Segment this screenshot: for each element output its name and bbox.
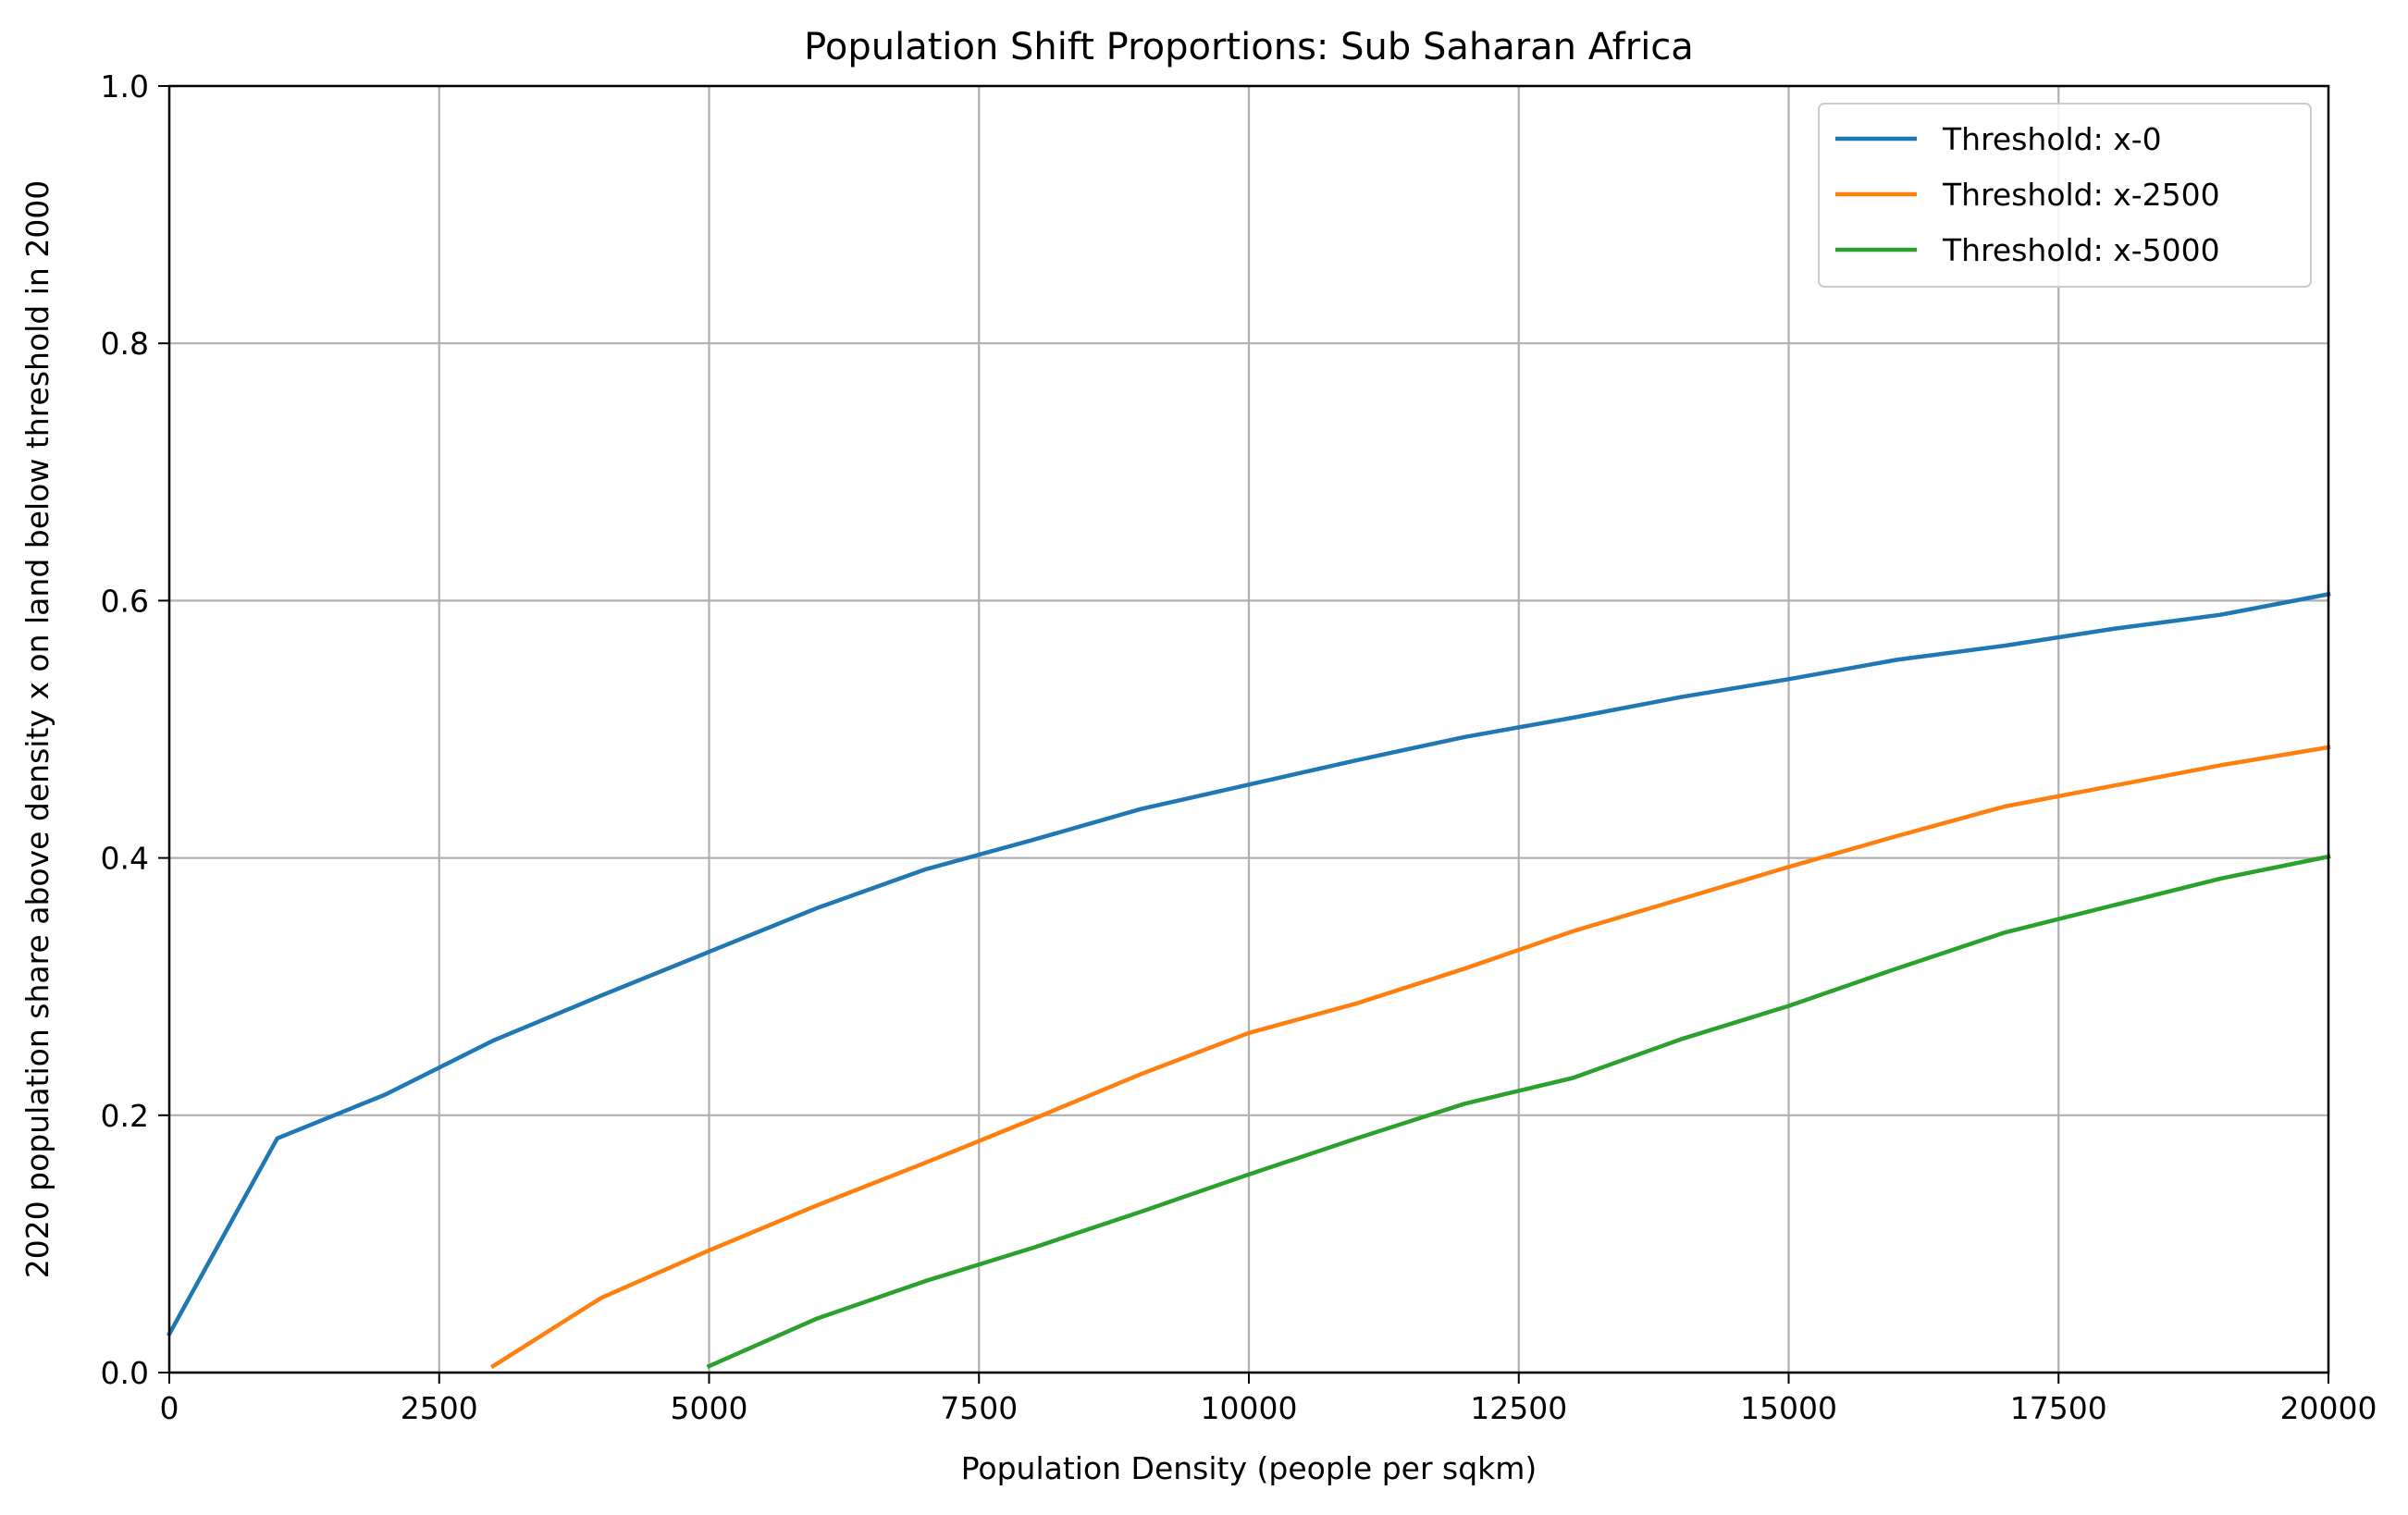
y-tick-label-4: 0.8	[101, 326, 149, 362]
x-tick-label-2: 5000	[671, 1390, 748, 1426]
y-tick-label-1: 0.2	[101, 1098, 149, 1134]
y-axis-label: 2020 population share above density x on…	[19, 180, 56, 1279]
legend-label-0: Threshold: x-0	[1942, 121, 2162, 157]
x-tick-label-5: 12500	[1470, 1390, 1567, 1426]
chart-title: Population Shift Proportions: Sub Sahara…	[804, 26, 1694, 68]
tick-layer: 0 2500 5000 7500 10000 12500 15000 17500 20000 0.…	[101, 68, 2377, 1426]
y-tick-label-3: 0.6	[101, 583, 149, 619]
series-line-0	[166, 591, 2331, 1337]
x-tick-label-4: 10000	[1201, 1390, 1298, 1426]
legend-label-2: Threshold: x-5000	[1942, 232, 2220, 268]
x-tick-label-1: 2500	[401, 1390, 478, 1426]
series-line-1	[489, 745, 2331, 1370]
y-tick-label-5: 1.0	[101, 68, 149, 105]
legend-label-1: Threshold: x-2500	[1942, 177, 2220, 213]
x-tick-label-3: 7500	[940, 1390, 1018, 1426]
x-axis-label: Population Density (people per sqkm)	[961, 1450, 1537, 1486]
x-tick-label-6: 15000	[1740, 1390, 1837, 1426]
y-tick-label-2: 0.4	[101, 841, 149, 877]
legend-box	[1818, 103, 2312, 288]
x-tick-label-7: 17500	[2010, 1390, 2107, 1426]
y-tick-label-0: 0.0	[101, 1355, 149, 1391]
series-layer	[166, 591, 2331, 1370]
series-line-2	[706, 854, 2331, 1369]
legend: Threshold: x-0 Threshold: x-2500 Threshold…	[1818, 103, 2312, 288]
x-tick-label-8: 20000	[2280, 1390, 2377, 1426]
x-tick-label-0: 0	[160, 1390, 179, 1426]
